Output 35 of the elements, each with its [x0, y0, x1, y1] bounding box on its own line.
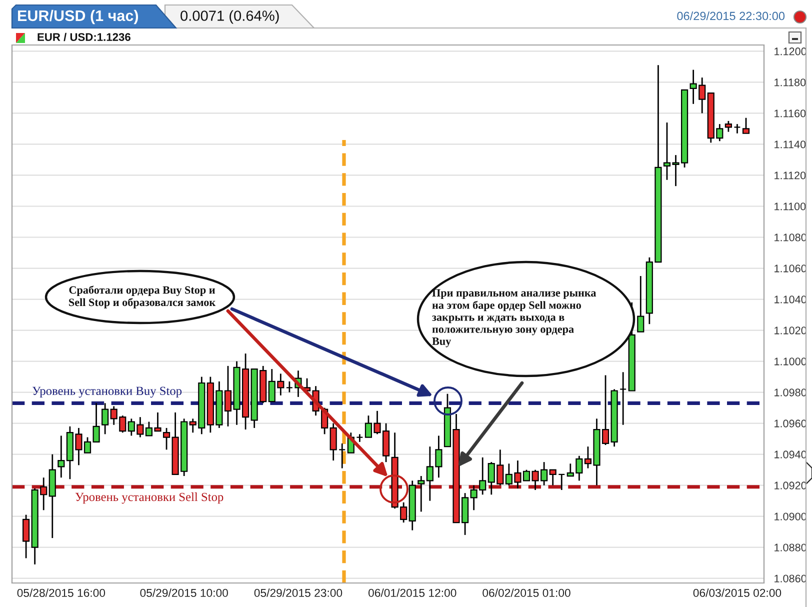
candlestick — [724, 120, 732, 133]
ref-line-label: Уровень установки Buy Stop — [32, 386, 182, 398]
candlestick — [102, 402, 109, 435]
y-tick-label: 1.1180 — [774, 78, 806, 86]
candlestick — [549, 469, 556, 486]
x-tick-label: 05/29/2015 10:00 — [140, 588, 228, 597]
candlestick — [742, 117, 750, 134]
x-tick-label: 06/02/2015 01:00 — [482, 588, 570, 597]
candlestick — [418, 475, 425, 512]
y-tick-label: 1.1120 — [774, 172, 806, 180]
y-tick-label: 1.1160 — [774, 110, 806, 118]
chart-subtitle: 0.0071 (0.64%) — [180, 10, 279, 24]
candlestick — [558, 474, 566, 491]
candlestick — [58, 435, 65, 478]
x-tick-label: 06/01/2015 12:00 — [368, 588, 456, 597]
candlestick — [286, 380, 293, 393]
text: EUR / USD:1.1236 — [38, 32, 130, 42]
annotation: При правильном анализе рынка на этом баре ордер Sell можно закрыть и ждать выхода в положительную зону ордера Buy — [432, 289, 596, 348]
chart-title: EUR/USD (1 час) — [18, 10, 138, 24]
y-tick-label: 1.1100 — [774, 202, 806, 210]
candlestick — [637, 275, 644, 333]
candlestick — [338, 442, 346, 469]
annotation: Сработали ордера Buy Stop и Sell Stop и образовался замок — [69, 286, 216, 308]
candlestick — [620, 371, 627, 426]
text: 06/29/2015 22:30:00 — [677, 12, 785, 20]
ref-line-label: Уровень установки Sell Stop — [75, 492, 224, 504]
x-tick-label: 06/03/2015 02:00 — [693, 588, 782, 597]
candlestick — [22, 514, 30, 559]
x-tick-label: 05/29/2015 23:00 — [254, 588, 342, 597]
candlestick — [330, 422, 337, 462]
y-tick-label: 1.1140 — [774, 140, 806, 148]
candlestick — [162, 427, 170, 450]
candlestick — [356, 433, 364, 443]
x-tick-label: 05/28/2015 16:00 — [17, 588, 106, 597]
candlestick — [734, 123, 741, 134]
